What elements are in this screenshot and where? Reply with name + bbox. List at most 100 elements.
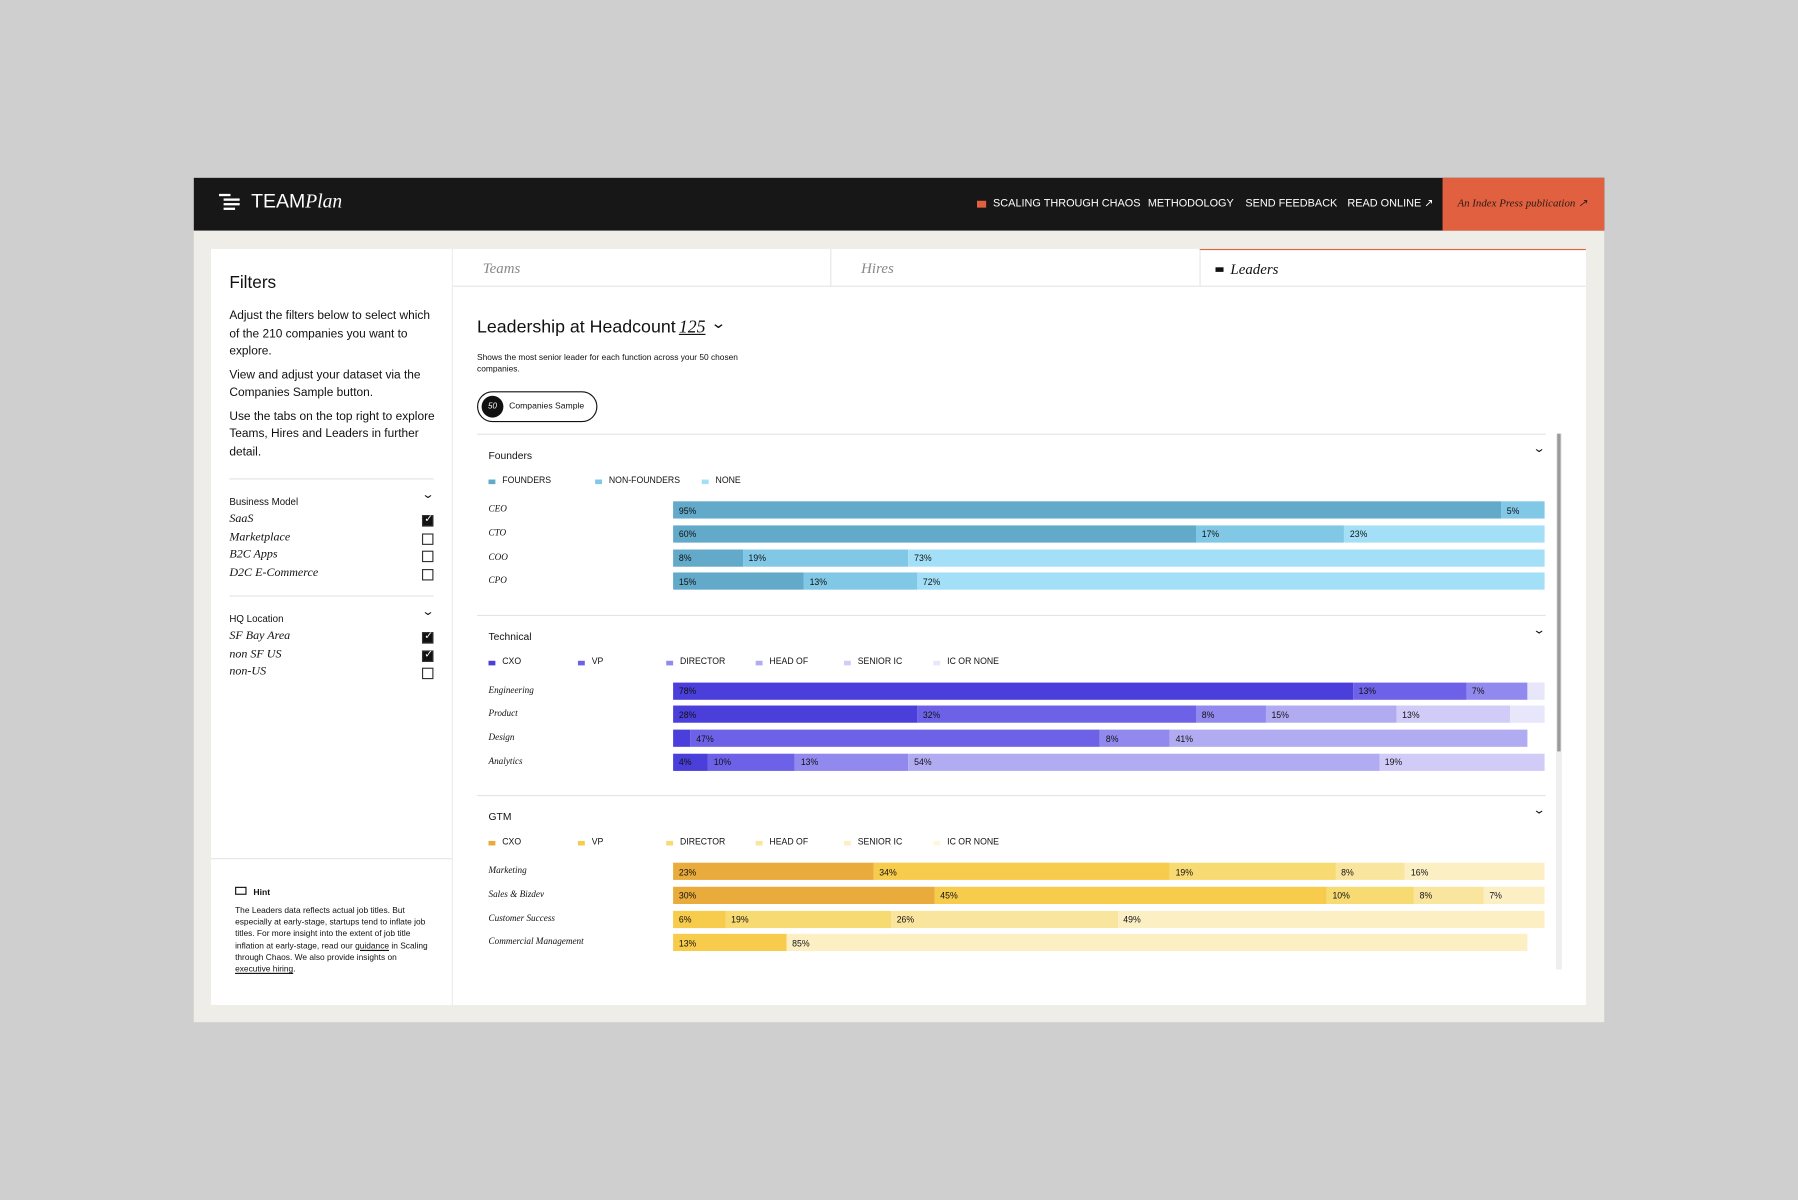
category-label: Analytics [488,755,523,767]
value-label: 78% [678,686,697,697]
section-title: Founders [488,449,533,462]
legend-swatch [666,840,674,846]
legend-label: IC OR NONE [947,836,999,847]
value-label: 8% [678,553,692,564]
bar-segment: 19% [1379,753,1545,771]
paragraph: Use the tabs on the top right to explore… [229,410,435,459]
value-label: 10% [713,757,732,768]
value-label: 16% [1410,866,1429,878]
companies-sample-button[interactable]: 50 Companies Sample [477,391,598,423]
value-label: 49% [1123,914,1141,925]
checkmark: ✓ [424,512,433,525]
logo[interactable]: TEAMPlan [251,190,342,213]
value-label: 8% [1201,709,1215,721]
legend-label: VP [591,655,604,666]
chevron[interactable]: ⌄ [421,605,435,619]
category-label: COO [488,551,508,562]
tab[interactable]: Hires [830,248,1199,287]
main-panel: Teams Hires Leaders Leadership at Headcount… [452,248,1586,1005]
menu-icon[interactable] [219,193,240,212]
checkbox[interactable] [421,667,434,680]
checkbox[interactable]: ✓ [421,629,434,644]
chevron[interactable]: ⌄ [1532,442,1546,456]
value-label: 15% [1271,709,1289,721]
section-title: GTM [488,811,512,823]
nav-bar [193,177,1605,231]
checkbox[interactable] [421,532,434,545]
bar-segment: 54% [908,753,1379,771]
headcount[interactable]: 125 [678,317,706,338]
filter-option-label[interactable]: Marketplace [229,530,291,544]
bar-segment: 34% [873,862,1170,880]
chevron[interactable]: ⌄ [421,488,435,502]
filter-option-label[interactable]: SaaS [229,512,254,526]
bar-segment: 16% [1405,862,1545,880]
filters-panel: Filters Adjust the filters below to selec… [210,248,452,1005]
category-label: Commercial Management [488,936,584,947]
value-label: 6% [678,914,692,925]
legend-label: CXO [502,655,522,666]
chevron[interactable]: ⌄ [1532,804,1546,817]
filter-option-label[interactable]: D2C E-Commerce [229,566,319,580]
tab[interactable]: Leaders [1199,248,1586,287]
value-label: 19% [748,553,766,564]
paragraph: Adjust the filters below to select which… [229,309,431,358]
filter-group-title: Business Model [229,495,299,508]
nav-link[interactable]: SEND FEEDBACK [1245,197,1338,210]
logo-text: TEAM [251,190,306,213]
chevron[interactable]: ⌄ [1532,623,1546,637]
bar-segment: 30% [673,886,935,904]
nav-link[interactable]: READ ONLINE ↗ [1347,197,1434,210]
checkbox[interactable] [421,568,434,581]
chevron[interactable]: ⌄ [710,314,727,332]
legend-swatch [701,479,709,485]
checkmark: ✓ [424,629,433,642]
divider [229,478,434,480]
legend-label: VP [591,836,604,847]
tab[interactable]: Teams [453,249,830,287]
nav-link[interactable]: METHODOLOGY [1147,197,1234,210]
filter-option-label[interactable]: SF Bay Area [229,629,291,643]
legend-label: SENIOR IC [857,836,903,847]
checkbox[interactable]: ✓ [421,648,434,662]
hint-icon [235,886,247,895]
filter-option-label[interactable]: non SF US [229,647,282,661]
nav-link[interactable]: SCALING THROUGH CHAOS [993,197,1141,210]
bar-segment: 8% [1335,862,1406,880]
sample-label: Companies Sample [509,400,585,411]
hint-link[interactable]: executive hiring [235,963,294,974]
checkbox[interactable]: ✓ [421,512,434,527]
hint-link[interactable]: guidance [355,940,390,951]
legend-swatch [933,840,941,846]
value-label: 72% [922,576,941,588]
bar-segment: 95% [673,501,1502,519]
legend-label: FOUNDERS [502,474,552,486]
value-label: 19% [1175,866,1194,878]
hint-text: The Leaders data reflects actual job tit… [235,905,430,975]
value-label: 26% [896,914,915,925]
bar-segment: 10% [1326,886,1414,904]
legend-swatch [577,660,585,665]
filter-option-label[interactable]: B2C Apps [229,548,278,562]
filter-group-title: HQ Location [229,612,284,625]
checkbox[interactable] [421,550,434,563]
publication-link[interactable]: An Index Press publication ↗ [1457,198,1588,210]
logo-text: Plan [305,190,343,213]
value-label: 7% [1471,686,1485,697]
hint-text-part: . [293,963,296,974]
legend-swatch [933,660,941,665]
legend-swatch [595,479,603,485]
bar-segment: 13% [803,572,918,591]
category-label: CEO [488,503,507,514]
bar-segment: 26% [890,910,1118,928]
category-label: Marketing [488,864,527,876]
value-label: 73% [914,553,932,564]
filter-option-label[interactable]: non-US [229,665,267,679]
legend-swatch [488,479,496,485]
subtitle: Shows the most senior leader for each fu… [477,352,738,374]
publication-box[interactable]: An Index Press publication ↗ [1442,177,1605,231]
legend-label: CXO [502,836,522,847]
icon-line [223,203,240,206]
scrollbar-thumb[interactable] [1557,433,1561,752]
